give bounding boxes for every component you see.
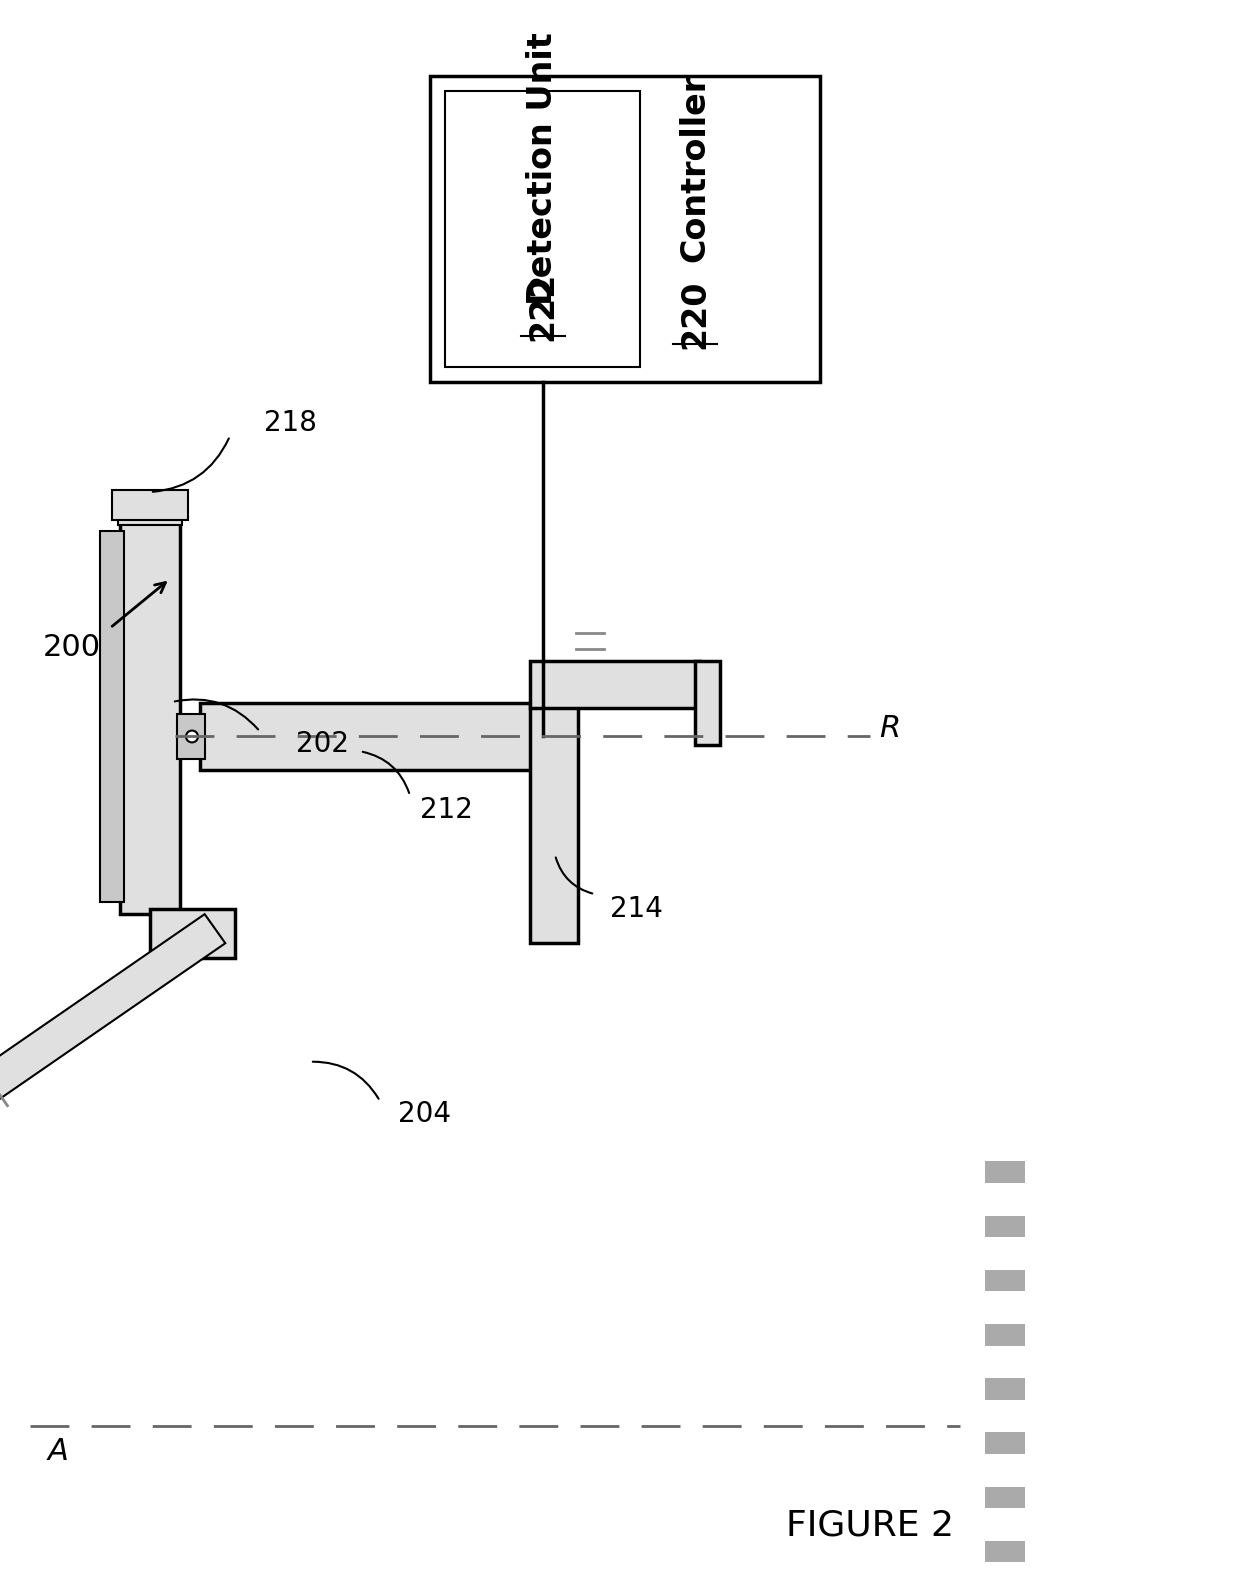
Bar [985,1216,1025,1237]
Text: 212: 212 [420,797,472,824]
Text: 202: 202 [296,730,348,759]
Bar [985,1325,1025,1345]
Bar [100,531,124,902]
Bar [150,909,236,958]
Bar [112,489,188,520]
Text: A: A [47,1436,68,1465]
Bar [445,91,640,367]
Circle shape [186,730,198,743]
Bar [529,660,701,708]
Text: 218: 218 [264,410,317,437]
Text: R: R [879,714,900,743]
Bar [985,1270,1025,1291]
Text: 204: 204 [398,1100,451,1129]
Text: 214: 214 [610,894,663,923]
Text: 220: 220 [678,279,712,349]
Bar [985,1487,1025,1508]
Bar [985,1433,1025,1454]
Bar [529,703,578,944]
Text: FIGURE 2: FIGURE 2 [786,1508,954,1541]
Text: 200: 200 [43,633,102,662]
Polygon shape [0,913,226,1181]
Text: Detection Unit: Detection Unit [526,32,559,304]
Bar [120,520,180,913]
Bar [985,1379,1025,1400]
Text: Controller: Controller [678,73,712,261]
Bar [200,703,539,770]
Bar [177,714,205,759]
Bar [985,1541,1025,1562]
Text: 222: 222 [526,271,559,341]
Bar [985,1162,1025,1183]
Bar [694,660,720,746]
Bar [118,505,182,524]
Bar [430,77,820,381]
